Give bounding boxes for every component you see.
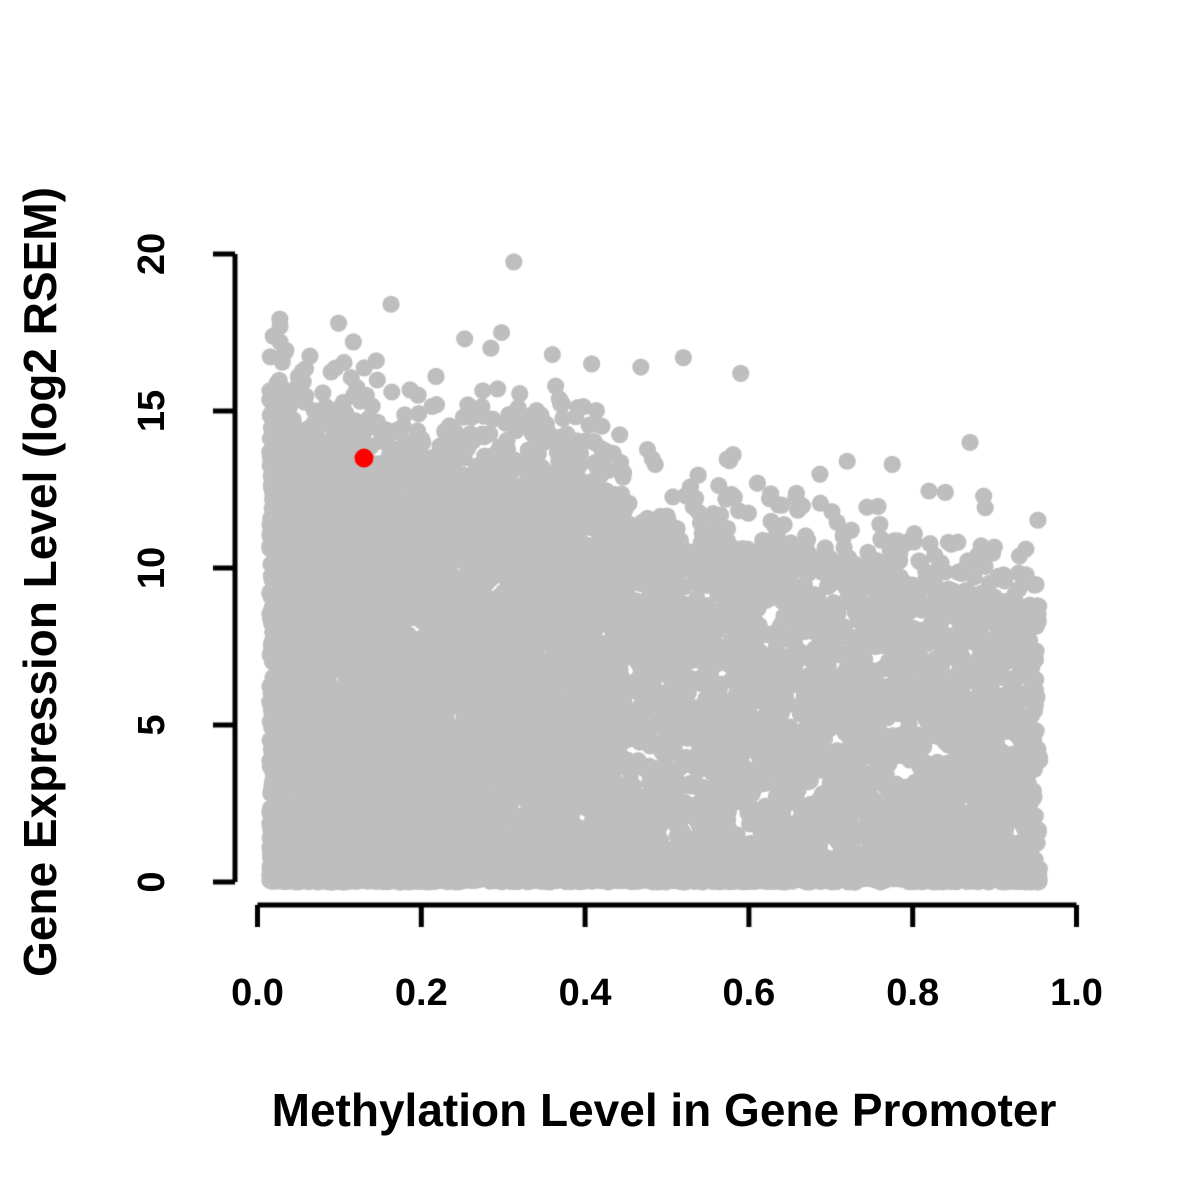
x-tick-label: 0.2 <box>394 972 448 1014</box>
y-tick-label: 0 <box>131 871 173 893</box>
x-tick-label: 0.0 <box>231 972 284 1014</box>
y-tick-label: 20 <box>131 232 173 276</box>
x-tick-label: 0.6 <box>722 972 776 1014</box>
y-tick-label: 5 <box>131 714 173 736</box>
y-axis-title: Gene Expression Level (log2 RSEM) <box>14 187 66 977</box>
x-tick-label: 0.8 <box>886 972 940 1014</box>
x-axis-title: Methylation Level in Gene Promoter <box>271 1084 1057 1136</box>
x-tick-label: 0.4 <box>558 972 612 1014</box>
y-tick-label: 15 <box>131 389 173 433</box>
y-tick-label: 10 <box>131 546 173 590</box>
x-tick-label: 1.0 <box>1050 972 1103 1014</box>
